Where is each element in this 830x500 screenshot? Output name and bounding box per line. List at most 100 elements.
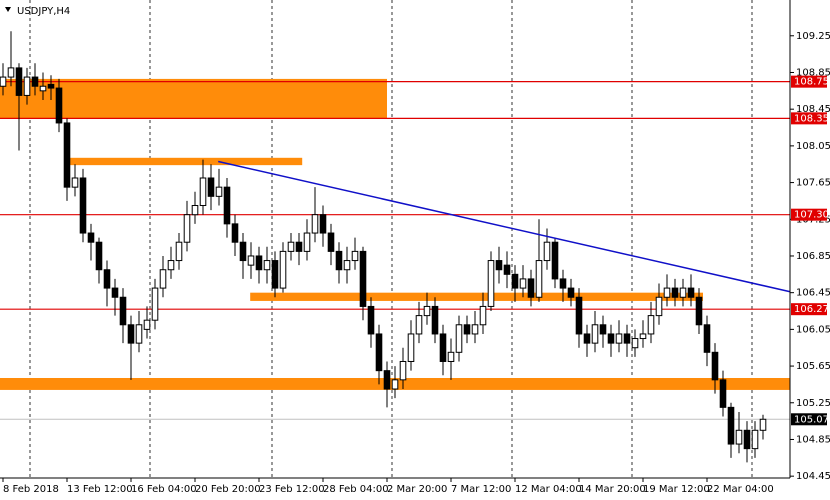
candle-body <box>527 278 535 298</box>
candle-body <box>63 122 71 188</box>
y-tick-label: 106.05 <box>796 324 830 335</box>
candle-body <box>559 278 567 289</box>
candle-body <box>367 305 375 335</box>
candle-body <box>735 429 743 445</box>
candle-body <box>543 241 551 262</box>
candle-body <box>47 83 55 89</box>
candle-body <box>639 333 647 340</box>
candle-body <box>119 296 127 326</box>
x-tick-label: 28 Feb 04:00 <box>323 484 389 495</box>
y-tick-label: 108.45 <box>796 104 830 115</box>
candle-body <box>71 177 79 188</box>
level-label: 107.30 <box>794 210 829 221</box>
y-tick-label: 106.45 <box>796 288 830 299</box>
candle-body <box>751 429 759 450</box>
candle-body <box>479 305 487 326</box>
x-tick-label: 7 Mar 12:00 <box>451 484 511 495</box>
candle-body <box>407 333 415 362</box>
candle-body <box>223 186 231 225</box>
candle-body <box>303 232 311 252</box>
candle-body <box>335 250 343 271</box>
level-label: 106.27 <box>794 304 829 315</box>
candle-body <box>103 269 111 289</box>
trend-line <box>218 160 791 293</box>
candle-body <box>703 324 711 353</box>
level-label-box <box>791 303 827 316</box>
candle-body <box>719 379 727 408</box>
candle-body <box>551 241 559 280</box>
candle-body <box>391 379 399 390</box>
candle-body <box>79 177 87 234</box>
candle-body <box>167 260 175 271</box>
candle-body <box>311 214 319 234</box>
zone <box>0 78 387 119</box>
candle-body <box>287 241 295 252</box>
candle-body <box>415 315 423 335</box>
candle-body <box>759 418 767 431</box>
candle-body <box>447 351 455 362</box>
y-tick-label: 107.65 <box>796 178 830 189</box>
level-label: 108.35 <box>794 113 829 124</box>
level-label-box <box>791 208 827 221</box>
zone <box>65 157 303 166</box>
y-tick-label: 108.85 <box>796 67 830 78</box>
y-tick-label: 106.85 <box>796 251 830 262</box>
candle-body <box>359 250 367 307</box>
candle-body <box>55 87 63 124</box>
y-tick-label: 104.45 <box>796 471 830 482</box>
candle-body <box>263 260 271 271</box>
candle-body <box>0 76 7 87</box>
candle-body <box>183 214 191 243</box>
candle-body <box>631 338 639 349</box>
candle-body <box>207 177 215 197</box>
candle-body <box>583 333 591 344</box>
candle-body <box>535 260 543 298</box>
y-tick-label: 105.25 <box>796 398 830 409</box>
candle-body <box>343 260 351 271</box>
candle-body <box>495 260 503 271</box>
menu-triangle[interactable] <box>5 7 11 12</box>
candle-body <box>215 186 223 197</box>
x-tick-label: 23 Feb 12:00 <box>259 484 325 495</box>
candle-body <box>95 241 103 271</box>
candle-body <box>143 319 151 330</box>
candle-body <box>135 324 143 344</box>
candle-body <box>87 232 95 243</box>
candle-body <box>519 278 527 289</box>
candle-body <box>31 76 39 87</box>
x-tick-label: 14 Mar 20:00 <box>579 484 646 495</box>
candle-body <box>15 67 23 96</box>
candle-body <box>351 250 359 262</box>
candle-body <box>247 255 255 266</box>
x-tick-label: 20 Feb 20:00 <box>195 484 261 495</box>
candle-body <box>39 85 47 92</box>
candle-body <box>199 177 207 207</box>
candle-body <box>175 241 183 262</box>
candle-body <box>463 324 471 335</box>
zone <box>250 292 703 301</box>
candle-body <box>7 67 15 78</box>
candle-body <box>431 305 439 335</box>
x-tick-label: 8 Feb 2018 <box>3 484 59 495</box>
candle-body <box>487 260 495 307</box>
candle-body <box>511 273 519 289</box>
candle-body <box>655 296 663 317</box>
x-tick-label: 12 Mar 04:00 <box>515 484 582 495</box>
candle-body <box>375 333 383 372</box>
y-tick-label: 105.65 <box>796 361 830 372</box>
candle-body <box>151 287 159 321</box>
y-tick-label: 109.25 <box>796 31 830 42</box>
candle-body <box>455 324 463 353</box>
candle-body <box>159 269 167 289</box>
level-label-box <box>791 75 827 88</box>
level-label: 108.75 <box>794 77 829 88</box>
candle-body <box>319 214 327 234</box>
candle-body <box>615 333 623 344</box>
candle-body <box>711 351 719 381</box>
candle-body <box>599 324 607 335</box>
candle-body <box>687 287 695 298</box>
candle-body <box>679 287 687 298</box>
